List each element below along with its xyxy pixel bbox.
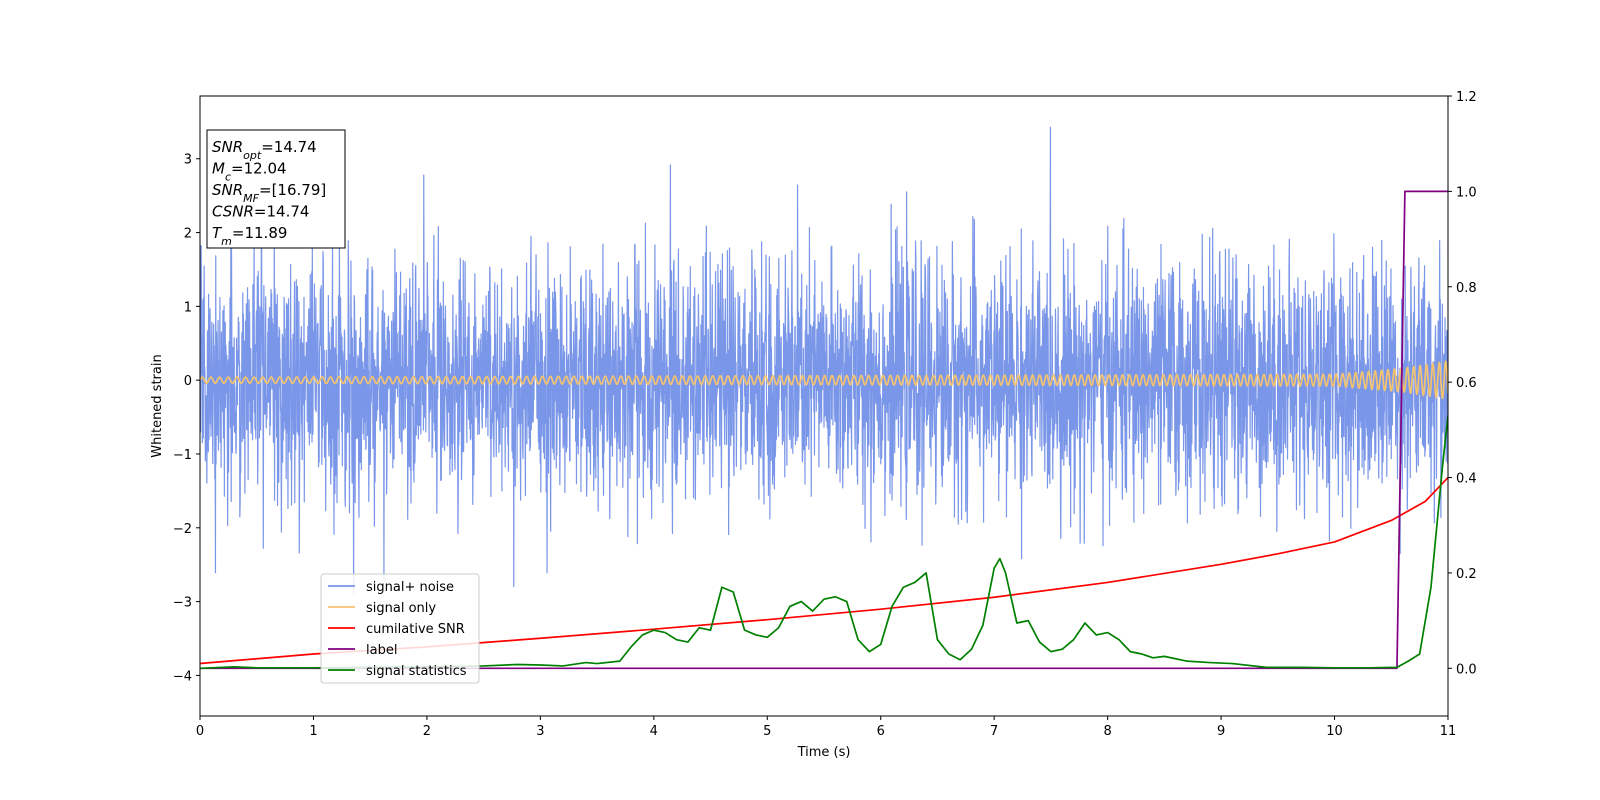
info-value: =14.74 bbox=[254, 203, 310, 221]
info-symbol: SNR bbox=[212, 181, 243, 199]
x-tick-label: 10 bbox=[1326, 724, 1343, 739]
x-tick-label: 9 bbox=[1217, 724, 1225, 739]
legend-label: signal only bbox=[366, 601, 436, 616]
x-tick-label: 11 bbox=[1440, 724, 1457, 739]
x-tick-label: 2 bbox=[423, 724, 431, 739]
legend-frame bbox=[320, 573, 480, 684]
legend-label: cumilative SNR bbox=[366, 622, 465, 637]
x-tick-label: 3 bbox=[536, 724, 544, 739]
series-line-label bbox=[200, 190, 1448, 670]
legend-label: label bbox=[366, 643, 397, 658]
y-tick-label: −2 bbox=[173, 522, 192, 537]
y2-tick-label: 0.4 bbox=[1456, 472, 1477, 487]
info-symbol: CSNR bbox=[212, 203, 254, 221]
y-tick-label: −1 bbox=[173, 448, 192, 463]
info-subscript: m bbox=[221, 235, 232, 248]
info-box-frame bbox=[206, 129, 346, 249]
x-tick-label: 1 bbox=[309, 724, 317, 739]
legend: signal+ noise signal only cumilative SNR la… bbox=[320, 573, 480, 684]
info-line: Mc=12.04 bbox=[212, 160, 287, 184]
info-value: =14.74 bbox=[261, 138, 317, 156]
y2-tick-label: 0.8 bbox=[1456, 281, 1477, 296]
plot-frame bbox=[199, 95, 1449, 717]
info-line: SNRMF=[16.79] bbox=[212, 181, 326, 205]
y2-tick-label: 1.2 bbox=[1456, 90, 1477, 105]
axes: 0 1 2 3 4 5 6 7 8 9 10 113210−1−2−3−41.21.00.80.60.… bbox=[173, 90, 1477, 739]
y-tick-label: 2 bbox=[184, 227, 192, 242]
y-tick-label: 0 bbox=[184, 374, 192, 389]
info-line: CSNR=14.74 bbox=[212, 203, 309, 221]
x-tick-label: 8 bbox=[1103, 724, 1111, 739]
info-subscript: MF bbox=[243, 192, 259, 205]
info-line: SNRopt=14.74 bbox=[212, 138, 317, 162]
series-line-signal-noise bbox=[200, 126, 1448, 595]
y2-tick-label: 0.0 bbox=[1456, 662, 1477, 677]
info-subscript: opt bbox=[243, 149, 262, 162]
info-box: SNRopt=14.74Mc=12.04SNRMF=[16.79]CSNR=14… bbox=[206, 129, 346, 249]
info-value: =11.89 bbox=[232, 224, 288, 242]
series-line-signal-statistics bbox=[200, 415, 1448, 670]
x-tick-label: 0 bbox=[196, 724, 204, 739]
y-tick-label: 1 bbox=[184, 300, 192, 315]
x-axis-label: Time (s) bbox=[797, 745, 851, 760]
info-subscript: c bbox=[225, 170, 231, 183]
y-tick-label: −4 bbox=[173, 669, 192, 684]
y-axis-label: Whitened strain bbox=[150, 354, 165, 457]
info-value: =12.04 bbox=[231, 160, 287, 178]
x-tick-label: 4 bbox=[650, 724, 658, 739]
y2-tick-label: 1.0 bbox=[1456, 185, 1477, 200]
y-tick-label: −3 bbox=[173, 596, 192, 611]
series-line-signal-only bbox=[200, 360, 1448, 400]
x-tick-label: 6 bbox=[877, 724, 885, 739]
info-symbol: SNR bbox=[212, 138, 243, 156]
info-line: Tm=11.89 bbox=[212, 224, 287, 248]
x-tick-label: 5 bbox=[763, 724, 771, 739]
legend-label: signal statistics bbox=[366, 664, 467, 679]
y2-tick-label: 0.2 bbox=[1456, 567, 1477, 582]
info-symbol: M bbox=[212, 160, 225, 178]
y-tick-label: 3 bbox=[184, 153, 192, 168]
info-value: =[16.79] bbox=[259, 181, 326, 199]
info-symbol: T bbox=[212, 224, 223, 242]
y2-tick-label: 0.6 bbox=[1456, 376, 1477, 391]
x-tick-label: 7 bbox=[990, 724, 998, 739]
legend-label: signal+ noise bbox=[366, 580, 454, 595]
